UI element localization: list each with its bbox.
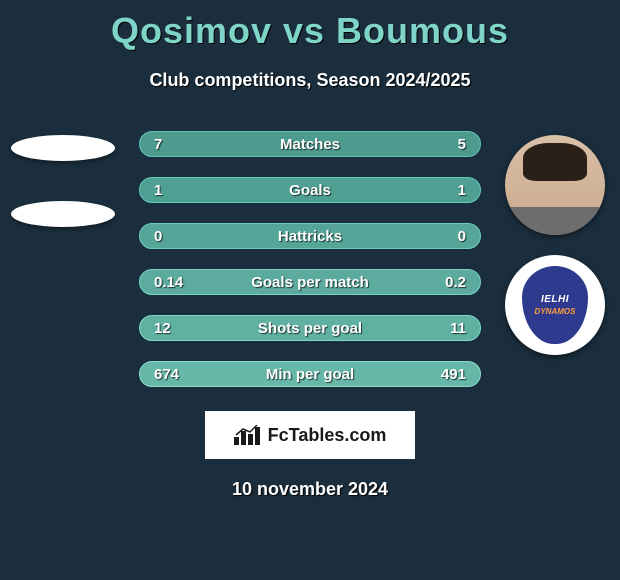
- stat-bars: 7 Matches 5 1 Goals 1 0 Hattricks 0 0.14 Goals per…: [139, 131, 481, 387]
- chart-icon: [234, 425, 262, 445]
- stat-row: 12 Shots per goal 11: [139, 315, 481, 341]
- stat-right-value: 0.2: [445, 274, 466, 291]
- stat-left-value: 674: [154, 366, 179, 383]
- stat-left-value: 12: [154, 320, 171, 337]
- comparison-panel: IELHI DYNAMOS 7 Matches 5 1 Goals 1 0 Hattricks…: [0, 131, 620, 387]
- stat-right-value: 1: [458, 182, 466, 199]
- stat-row: 7 Matches 5: [139, 131, 481, 157]
- player-left-placeholder-1: [11, 135, 115, 161]
- stat-right-value: 11: [450, 320, 466, 337]
- stat-right-value: 0: [458, 228, 466, 245]
- stat-right-value: 5: [458, 136, 466, 153]
- page-title: Qosimov vs Boumous: [0, 0, 620, 52]
- brand-box: FcTables.com: [205, 411, 415, 459]
- crest-line2: DYNAMOS: [535, 307, 576, 316]
- player-right-avatar: [505, 135, 605, 235]
- stat-row: 1 Goals 1: [139, 177, 481, 203]
- stat-row: 0 Hattricks 0: [139, 223, 481, 249]
- right-player-column: IELHI DYNAMOS: [490, 131, 620, 355]
- stat-label: Goals: [289, 182, 331, 199]
- stat-label: Matches: [280, 136, 340, 153]
- brand-prefix: Fc: [268, 425, 289, 445]
- stat-left-value: 0: [154, 228, 162, 245]
- stat-label: Min per goal: [266, 366, 354, 383]
- club-crest: IELHI DYNAMOS: [505, 255, 605, 355]
- subtitle: Club competitions, Season 2024/2025: [0, 70, 620, 91]
- crest-inner: IELHI DYNAMOS: [522, 266, 588, 344]
- stat-left-value: 1: [154, 182, 162, 199]
- brand-text: FcTables.com: [268, 425, 387, 446]
- crest-line1: IELHI: [541, 294, 569, 305]
- stat-row: 0.14 Goals per match 0.2: [139, 269, 481, 295]
- left-player-column: [8, 131, 118, 227]
- stat-row: 674 Min per goal 491: [139, 361, 481, 387]
- stat-label: Goals per match: [251, 274, 369, 291]
- player-left-placeholder-2: [11, 201, 115, 227]
- date-stamp: 10 november 2024: [0, 479, 620, 500]
- stat-right-value: 491: [441, 366, 466, 383]
- brand-suffix: Tables.com: [289, 425, 387, 445]
- stat-label: Hattricks: [278, 228, 342, 245]
- stat-left-value: 7: [154, 136, 162, 153]
- stat-left-value: 0.14: [154, 274, 183, 291]
- stat-label: Shots per goal: [258, 320, 362, 337]
- face-icon: [505, 135, 605, 235]
